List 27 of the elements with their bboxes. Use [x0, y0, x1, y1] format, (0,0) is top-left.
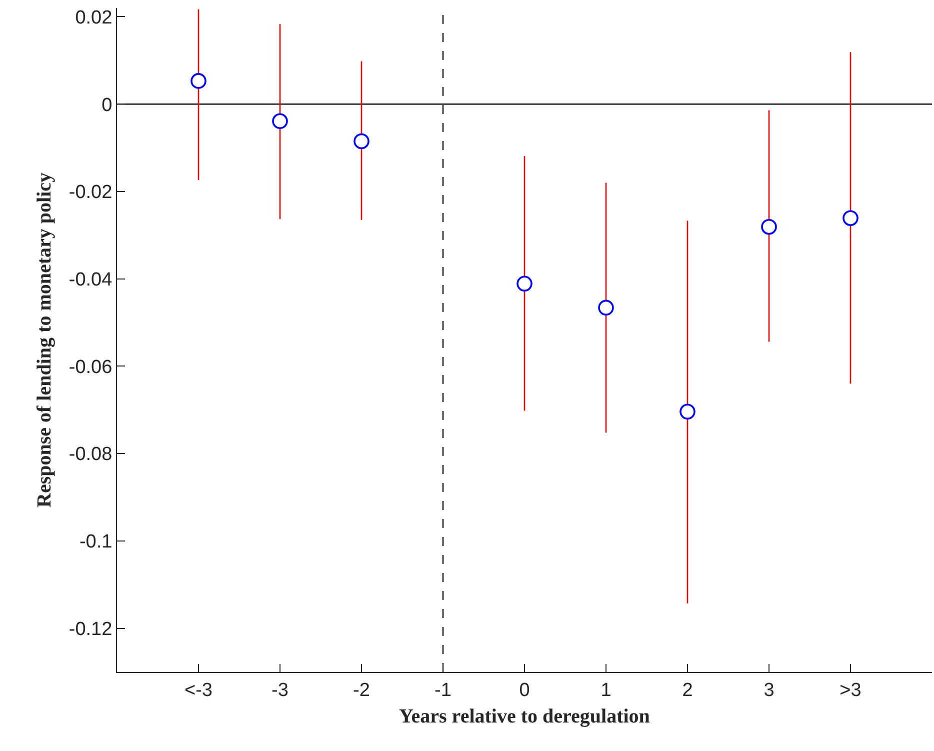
point — [354, 133, 370, 150]
point — [842, 210, 858, 226]
x-tick-label: 3 — [764, 680, 774, 701]
y-tick-label: -0.02 — [68, 182, 112, 204]
x-tick-label: 2 — [682, 680, 693, 701]
y-tick-label: -0.1 — [79, 532, 112, 553]
y-axis-title: Response of lending to monetary policy — [33, 172, 56, 508]
y-tick-label: 0.02 — [75, 7, 112, 28]
x-tick-label: -2 — [353, 680, 370, 701]
x-axis-title: Years relative to deregulation — [399, 705, 650, 728]
x-tick-label: >3 — [840, 680, 862, 701]
y-tick-label: -0.04 — [68, 269, 113, 290]
x-tick-label: <-3 — [184, 680, 212, 701]
x-tick-label: -3 — [272, 680, 288, 701]
point — [516, 276, 532, 292]
y-tick-label: -0.08 — [68, 444, 112, 466]
x-tick-label: 1 — [600, 680, 612, 701]
point — [190, 73, 206, 89]
point — [598, 300, 614, 316]
point — [272, 113, 288, 130]
x-tick-label: -1 — [434, 680, 452, 701]
point — [680, 404, 696, 420]
y-tick-label: 0 — [102, 94, 112, 116]
point — [761, 218, 777, 235]
x-tick-label: 0 — [519, 680, 530, 701]
y-tick-label: -0.06 — [68, 356, 112, 378]
y-tick-label: -0.12 — [68, 618, 112, 640]
